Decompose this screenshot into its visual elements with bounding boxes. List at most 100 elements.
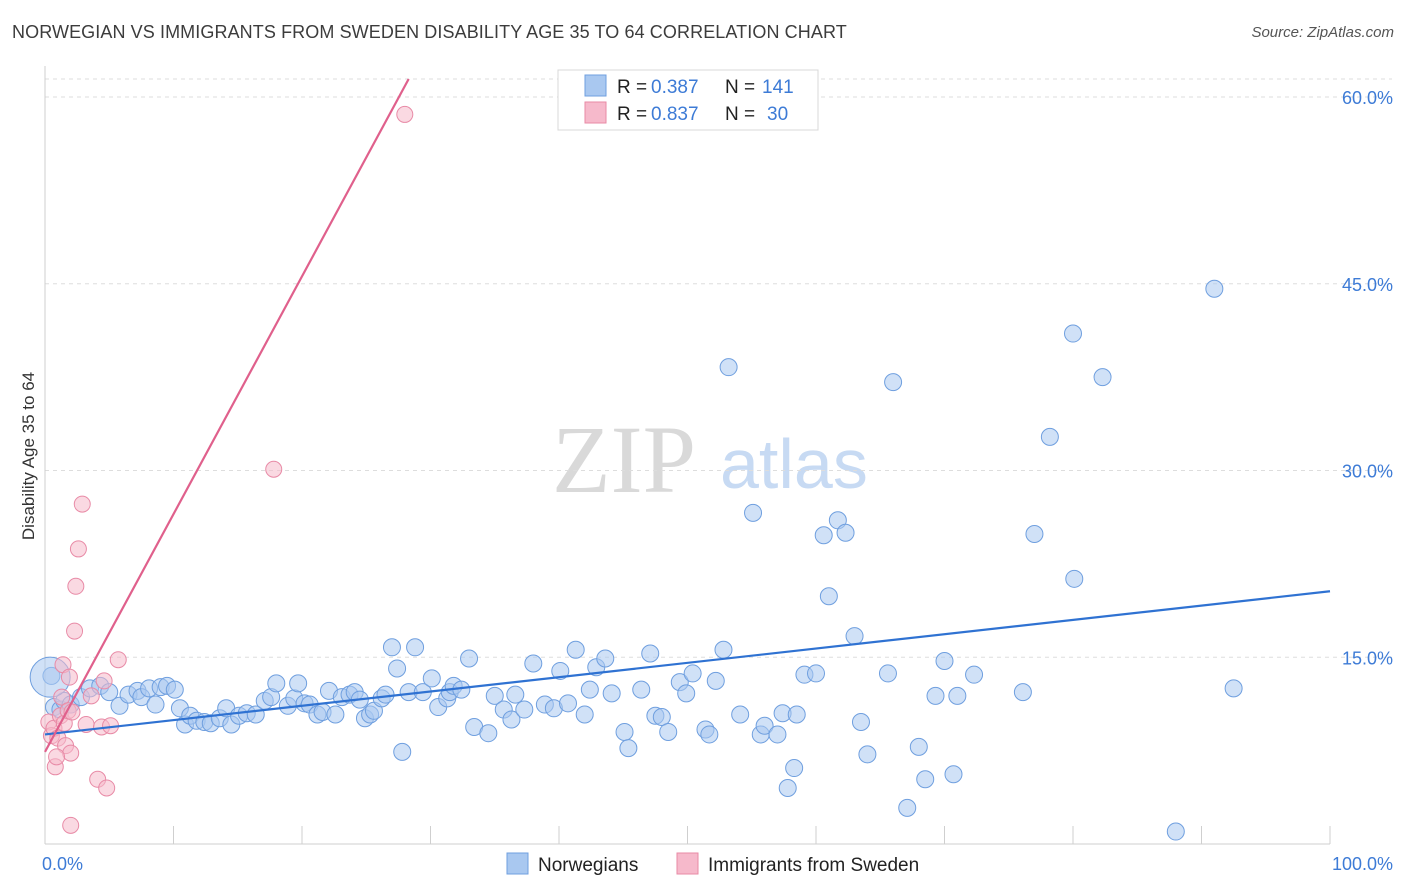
norwegians-point [1013, 683, 1032, 702]
norwegians-point [787, 705, 806, 724]
norwegians-point [744, 503, 763, 522]
immigrants-sweden-point [95, 672, 113, 690]
immigrants-sweden-point [265, 460, 283, 478]
y-tick-label: 45.0% [1342, 275, 1393, 295]
immigrants-sweden-point [109, 651, 127, 669]
y-axis-label: Disability Age 35 to 64 [19, 372, 38, 540]
norwegians-point [1224, 679, 1243, 698]
norwegians-point [677, 684, 696, 703]
norwegians-point [700, 725, 719, 744]
watermark-atlas: atlas [720, 425, 868, 503]
immigrants-sweden-point [67, 577, 85, 595]
norwegians-point [406, 638, 425, 657]
norwegians-point [909, 737, 928, 756]
norwegians-point [289, 674, 308, 693]
trend-lines [44, 78, 1331, 753]
norwegians-point [755, 716, 774, 735]
norwegians-point [944, 765, 963, 784]
norwegians-point [858, 745, 877, 764]
immigrants-sweden-trend-line [44, 78, 410, 753]
legend-n-label-2: N = [725, 104, 755, 125]
norwegians-point [965, 665, 984, 684]
norwegians-point [1093, 368, 1112, 387]
norwegians-point [551, 661, 570, 680]
norwegians-point [515, 700, 534, 719]
norwegians-point [326, 705, 345, 724]
bottom-legend-swatch-immigrants [676, 852, 699, 875]
norwegians-point [652, 708, 671, 727]
norwegians-point [768, 725, 787, 744]
norwegians-point [460, 649, 479, 668]
norwegians-point [948, 686, 967, 705]
immigrants-sweden-point [60, 668, 78, 686]
norwegians-point [615, 722, 634, 741]
norwegians-point [502, 710, 521, 729]
norwegians-point [935, 651, 954, 670]
legend-r-value-2: 0.837 [651, 104, 699, 125]
norwegians-point [884, 373, 903, 392]
norwegians-point [619, 739, 638, 758]
norwegians-point [485, 686, 504, 705]
immigrants-sweden-point [82, 687, 100, 705]
x-tick-label-max: 100.0% [1332, 854, 1393, 874]
norwegians-points [29, 279, 1243, 841]
norwegians-point [566, 640, 585, 659]
norwegians-point [1205, 279, 1224, 298]
norwegians-point [146, 695, 165, 714]
immigrants-sweden-point [48, 748, 66, 766]
norwegians-point [1065, 569, 1084, 588]
norwegians-swatch [584, 74, 607, 97]
y-tick-label: 30.0% [1342, 462, 1393, 482]
source-label: Source: ZipAtlas.com [1251, 24, 1394, 41]
norwegians-point [506, 685, 525, 704]
norwegians-point [683, 664, 702, 683]
norwegians-point [165, 680, 184, 699]
series-legend: Norwegians Immigrants from Sweden [506, 852, 919, 876]
norwegians-point [785, 759, 804, 778]
norwegians-point [807, 664, 825, 683]
immigrants-sweden-point [396, 105, 414, 123]
norwegians-point [388, 659, 407, 678]
norwegians-point [376, 685, 395, 704]
immigrants-sweden-point [53, 688, 71, 706]
norwegians-point [845, 627, 864, 646]
norwegians-point [851, 712, 870, 731]
legend-r-label-2: R = [617, 104, 647, 125]
grid-lines [45, 78, 1392, 658]
norwegians-point [524, 654, 543, 673]
norwegians-point [814, 526, 833, 545]
legend-r-value-1: 0.387 [651, 77, 699, 98]
norwegians-point [878, 664, 897, 683]
legend-r-label-1: R = [617, 77, 647, 98]
norwegians-point [580, 680, 599, 699]
y-tick-label: 60.0% [1342, 88, 1393, 108]
norwegians-point [1166, 822, 1185, 841]
chart-title: NORWEGIAN VS IMMIGRANTS FROM SWEDEN DISA… [12, 22, 847, 42]
legend-n-value-2: 30 [767, 104, 788, 125]
bottom-legend-swatch-norwegians [506, 852, 529, 875]
norwegians-point [558, 694, 577, 713]
axes [44, 66, 1331, 845]
norwegians-point [778, 778, 797, 797]
norwegians-point [596, 649, 615, 668]
norwegians-point [916, 770, 935, 789]
immigrants-sweden-point [98, 779, 116, 797]
bottom-legend-immigrants: Immigrants from Sweden [708, 855, 919, 876]
legend-n-value-1: 141 [762, 77, 794, 98]
immigrants-sweden-point [73, 495, 91, 513]
norwegians-point [479, 724, 498, 743]
immigrants-sweden-point [69, 540, 87, 558]
norwegians-point [659, 722, 678, 741]
norwegians-point [632, 680, 651, 699]
norwegians-point [714, 640, 733, 659]
norwegians-point [1064, 324, 1082, 343]
norwegians-point [731, 705, 750, 724]
norwegians-point [393, 742, 412, 761]
y-tick-label: 15.0% [1342, 648, 1393, 668]
legend-n-label-1: N = [725, 77, 755, 98]
immigrants-sweden-point [62, 744, 80, 762]
norwegians-point [706, 671, 725, 690]
norwegians-point [382, 638, 401, 657]
norwegians-point [819, 587, 838, 606]
